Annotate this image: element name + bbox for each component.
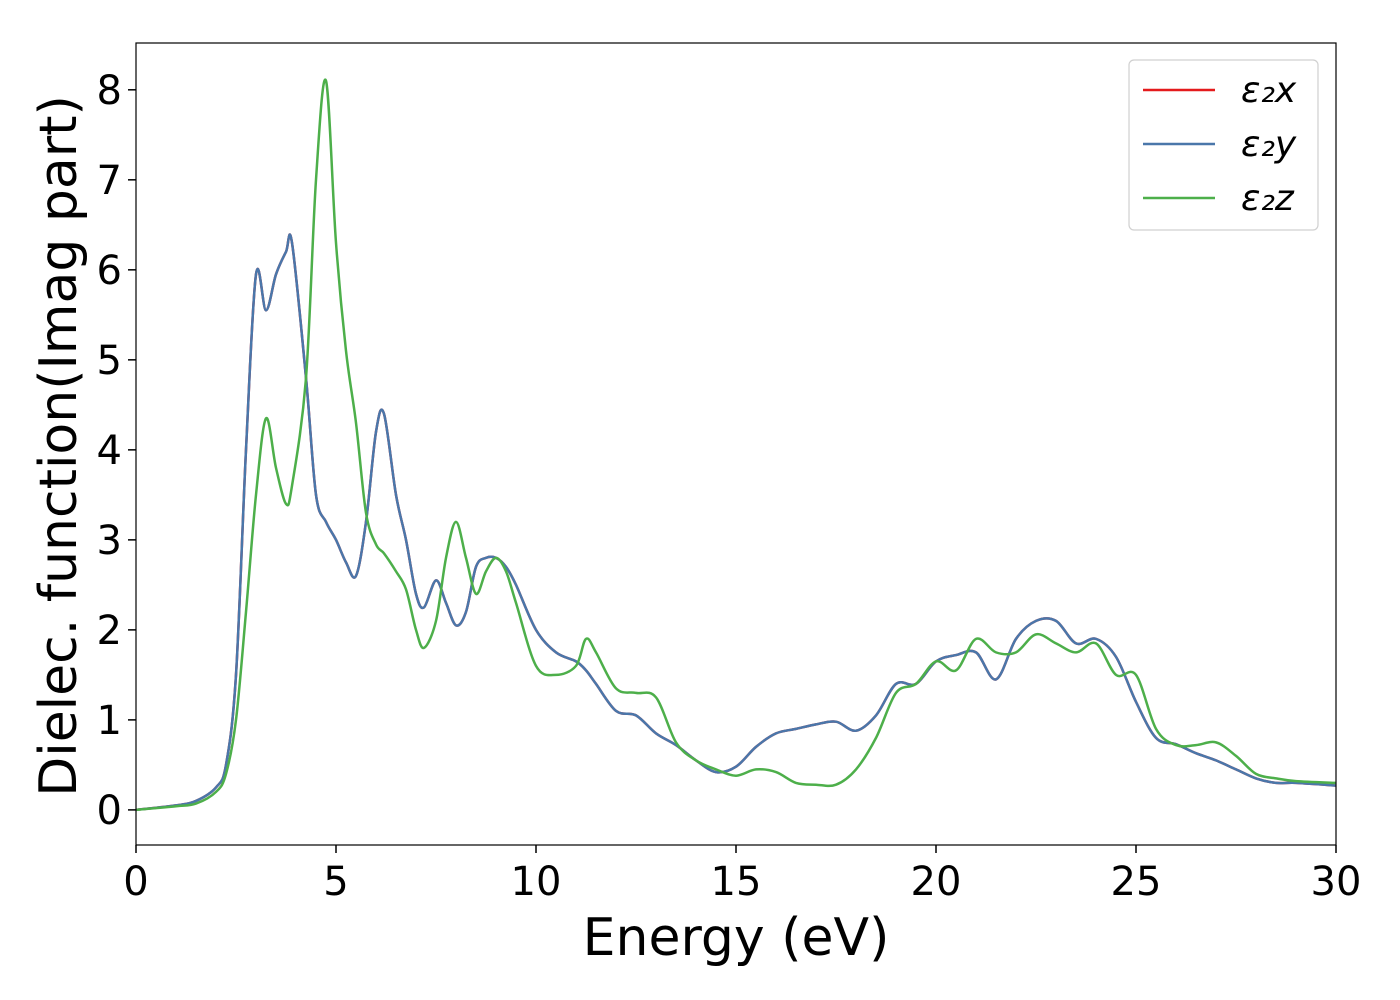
x-tick-label: 5 <box>323 859 348 905</box>
series-line <box>136 78 1336 812</box>
x-tick-label: 0 <box>123 859 148 905</box>
y-tick-label: 7 <box>97 158 122 204</box>
x-axis-label: Energy (eV) <box>583 908 890 968</box>
x-tick-label: 10 <box>511 859 562 905</box>
y-tick-label: 2 <box>97 608 122 654</box>
x-tick-label: 20 <box>911 859 962 905</box>
y-tick-label: 5 <box>97 338 122 384</box>
legend-label: ε₂y <box>1241 124 1297 165</box>
x-tick-label: 25 <box>1111 859 1162 905</box>
x-tick-label: 30 <box>1311 859 1362 905</box>
y-tick-label: 3 <box>97 518 122 564</box>
y-tick-label: 1 <box>97 698 122 744</box>
legend-box <box>1128 59 1319 231</box>
y-tick-label: 8 <box>97 68 122 114</box>
legend-label: ε₂x <box>1241 70 1297 111</box>
y-tick-label: 0 <box>97 788 122 834</box>
plot-frame <box>135 42 1337 846</box>
legend-label: ε₂z <box>1241 178 1295 219</box>
y-tick-label: 6 <box>97 248 122 294</box>
x-tick-label: 15 <box>711 859 762 905</box>
y-tick-label: 4 <box>97 428 122 474</box>
series-line <box>136 233 1336 812</box>
y-axis-label: Dielec. function(Imag part) <box>29 95 89 797</box>
series-line <box>136 233 1336 812</box>
